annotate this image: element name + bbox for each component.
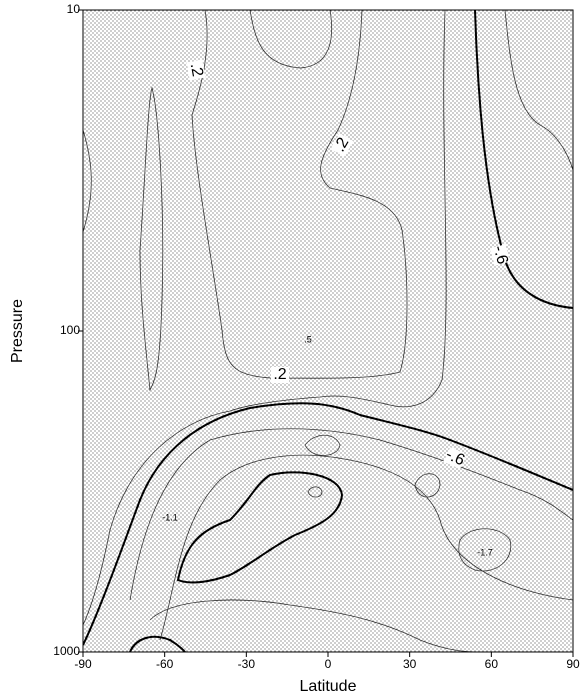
y-axis-title: Pressure <box>9 299 26 363</box>
contour-label: .2 <box>273 366 286 383</box>
label-bg <box>489 244 511 266</box>
x-tick-label: 0 <box>325 657 332 671</box>
contour-line <box>474 10 573 309</box>
contour-line <box>129 428 573 601</box>
x-tick-label: -30 <box>238 657 256 671</box>
x-tick-label: 90 <box>566 657 580 671</box>
contour-line <box>149 599 481 652</box>
y-tick-label: 100 <box>60 323 80 337</box>
contour-label: -.6 <box>443 446 467 469</box>
contour-line <box>249 10 333 69</box>
x-tick-label: -90 <box>74 657 92 671</box>
contour-label: -1.7 <box>477 547 493 557</box>
contour-label: .2 <box>187 62 206 78</box>
y-tick-label: 10 <box>67 2 81 16</box>
stipple-spike <box>139 86 164 392</box>
contour-line <box>191 10 408 379</box>
contour-field <box>83 10 573 652</box>
contour-line <box>414 473 441 498</box>
stipple <box>83 10 573 652</box>
stipple-bump <box>83 129 92 233</box>
contour-line <box>304 434 341 456</box>
x-tick-label: -60 <box>156 657 174 671</box>
x-axis-title: Latitude <box>300 678 357 695</box>
contour-line <box>83 402 573 646</box>
contour-label: -1.1 <box>162 512 178 522</box>
x-tick-label: 60 <box>485 657 499 671</box>
label-bg <box>443 446 467 470</box>
contour-line <box>458 528 512 572</box>
label-bg <box>271 367 289 383</box>
label-bg <box>330 133 354 157</box>
contour-line <box>176 471 344 584</box>
x-tick-label: 30 <box>403 657 417 671</box>
y-tick-label: 1000 <box>53 644 80 658</box>
positive-region <box>83 10 447 626</box>
contour-label: .5 <box>304 334 312 344</box>
contour-line <box>307 486 323 498</box>
contour-label: -.6 <box>490 244 511 267</box>
contour-line <box>129 635 186 652</box>
contour-line <box>504 10 573 171</box>
label-bg <box>186 59 206 81</box>
contour-line <box>159 454 573 641</box>
